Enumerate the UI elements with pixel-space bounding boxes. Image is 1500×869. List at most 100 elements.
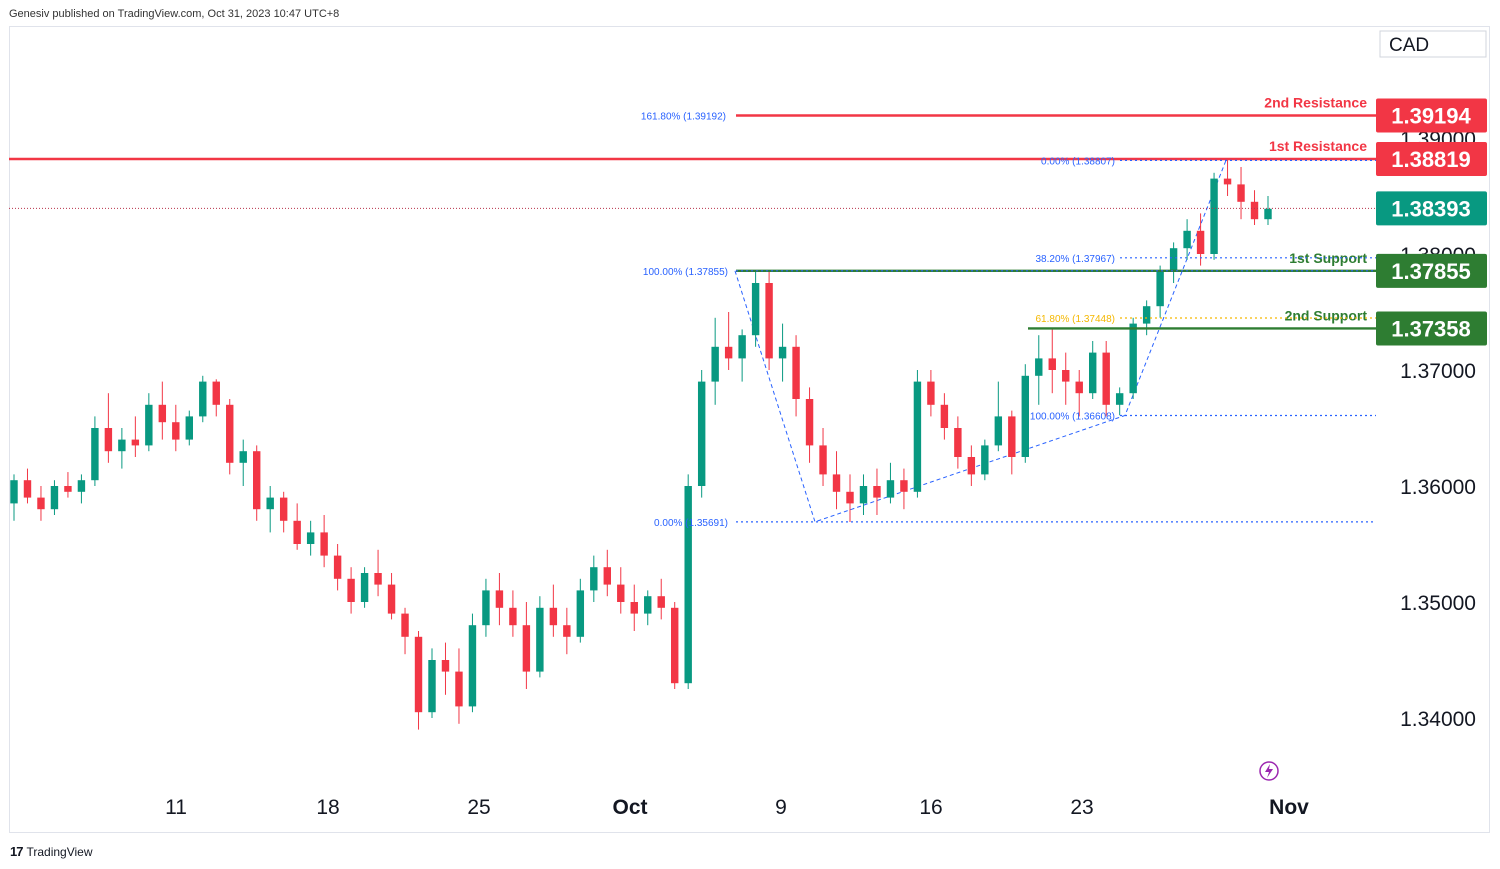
x-tick-label: 25 bbox=[467, 796, 490, 819]
candle-body bbox=[1142, 306, 1151, 324]
fib-level-label: 100.00% (1.37855) bbox=[643, 267, 728, 278]
candle-body bbox=[1169, 248, 1178, 272]
candle-body bbox=[145, 404, 153, 446]
candle-body bbox=[118, 439, 126, 452]
candle-body bbox=[131, 439, 140, 446]
candle-body bbox=[320, 532, 328, 556]
x-tick-label: 9 bbox=[775, 796, 787, 819]
x-tick-label: 18 bbox=[316, 796, 339, 819]
candle-body bbox=[1196, 230, 1205, 254]
candle-body bbox=[10, 480, 18, 504]
chart-frame[interactable] bbox=[9, 26, 1490, 833]
candle-body bbox=[603, 567, 611, 585]
level-price-box bbox=[1376, 141, 1487, 176]
x-tick-label: 16 bbox=[919, 796, 942, 819]
current-price-box bbox=[1376, 191, 1487, 226]
y-tick-label: 1.36000 bbox=[1400, 476, 1476, 499]
candle-body bbox=[199, 381, 207, 417]
alert-bolt-icon[interactable] bbox=[1259, 761, 1279, 781]
x-axis-ticks: 11 18 25 Oct 9 16 23 Nov bbox=[165, 796, 1309, 819]
candle-body bbox=[1210, 178, 1218, 254]
candle-body bbox=[684, 486, 692, 684]
candle-body bbox=[522, 625, 531, 672]
candle-body bbox=[212, 381, 220, 405]
level-price-label: 1.37358 bbox=[1391, 316, 1471, 341]
candle-body bbox=[172, 422, 180, 440]
candle-body bbox=[805, 399, 814, 446]
candle-body bbox=[590, 567, 598, 591]
candle-body bbox=[50, 486, 59, 510]
fib-level-label: 38.20% (1.37967) bbox=[1035, 254, 1115, 265]
price-labels: 1.39194 1.38819 1.37855 1.37358 1.38393 bbox=[1376, 98, 1487, 346]
level-name-label: 1st Support bbox=[1289, 250, 1367, 266]
candle-body bbox=[279, 497, 288, 521]
fib-level-label: 0.00% (1.38807) bbox=[1041, 156, 1115, 167]
candle-body bbox=[1115, 393, 1124, 405]
candle-body bbox=[536, 607, 544, 672]
candle-body bbox=[226, 404, 234, 463]
candle-body bbox=[266, 497, 274, 510]
candle-body bbox=[1089, 352, 1097, 394]
y-tick-label: 1.35000 bbox=[1400, 592, 1476, 615]
currency-label: CAD bbox=[1389, 35, 1429, 56]
level-price-label: 1.38819 bbox=[1391, 147, 1471, 172]
candle-body bbox=[158, 404, 167, 423]
candle-body bbox=[967, 457, 976, 475]
level-price-label: 1.39194 bbox=[1391, 103, 1471, 128]
candle-body bbox=[77, 480, 86, 492]
candle-body bbox=[468, 625, 477, 707]
candle-body bbox=[374, 573, 382, 585]
y-tick-label: 1.37000 bbox=[1400, 360, 1476, 383]
candle-body bbox=[1250, 201, 1259, 220]
candle-body bbox=[778, 346, 787, 359]
footer-brand[interactable]: 17 TradingView bbox=[10, 844, 93, 859]
candle-body bbox=[563, 625, 571, 637]
level-name-label: 2nd Resistance bbox=[1264, 94, 1367, 110]
candlestick-series bbox=[10, 160, 1272, 730]
sr-level-lines: 2nd Resistance 1st Resistance 1st Support 2… bbox=[9, 94, 1376, 330]
tradingview-logo-icon: 17 bbox=[10, 844, 24, 859]
candle-body bbox=[1129, 323, 1137, 394]
candle-body bbox=[644, 596, 652, 614]
candle-body bbox=[1237, 184, 1245, 202]
candle-body bbox=[1264, 208, 1272, 220]
candle-body bbox=[846, 491, 854, 504]
candle-body bbox=[1223, 178, 1232, 185]
y-tick-label: 1.34000 bbox=[1400, 708, 1476, 731]
candle-body bbox=[1048, 358, 1056, 370]
candle-body bbox=[765, 283, 773, 359]
candle-body bbox=[333, 555, 342, 579]
candle-body bbox=[401, 613, 409, 637]
fib-level-label: 161.80% (1.39192) bbox=[641, 112, 726, 123]
x-tick-label: Oct bbox=[612, 796, 647, 819]
candle-body bbox=[509, 607, 517, 626]
currency-box[interactable] bbox=[1379, 30, 1487, 58]
candle-body bbox=[671, 607, 679, 684]
candle-body bbox=[482, 590, 490, 626]
candle-body bbox=[630, 602, 638, 614]
fib-levels: 161.80% (1.39192) 0.00% (1.38807) 38.20% (… bbox=[641, 112, 1376, 529]
candle-body bbox=[981, 445, 989, 475]
candle-body bbox=[1035, 358, 1043, 376]
candle-body bbox=[104, 428, 113, 452]
candle-body bbox=[441, 660, 450, 672]
candle-body bbox=[886, 480, 895, 498]
fib-zigzag-line bbox=[734, 160, 1227, 523]
candle-body bbox=[873, 486, 881, 498]
candle-body bbox=[751, 283, 760, 336]
candle-body bbox=[549, 607, 558, 626]
candle-body bbox=[306, 532, 315, 544]
candle-body bbox=[832, 474, 841, 492]
fib-level-label: 0.00% (1.35691) bbox=[654, 518, 728, 529]
x-tick-label: Nov bbox=[1269, 796, 1309, 819]
candle-body bbox=[913, 381, 922, 492]
candle-body bbox=[347, 578, 355, 602]
candle-body bbox=[1102, 352, 1110, 405]
candle-body bbox=[1075, 381, 1083, 394]
candle-body bbox=[859, 486, 868, 504]
attribution-text: Genesiv published on TradingView.com, Oc… bbox=[9, 8, 340, 20]
candle-body bbox=[724, 346, 733, 359]
candle-body bbox=[495, 590, 504, 608]
candle-body bbox=[657, 596, 665, 608]
